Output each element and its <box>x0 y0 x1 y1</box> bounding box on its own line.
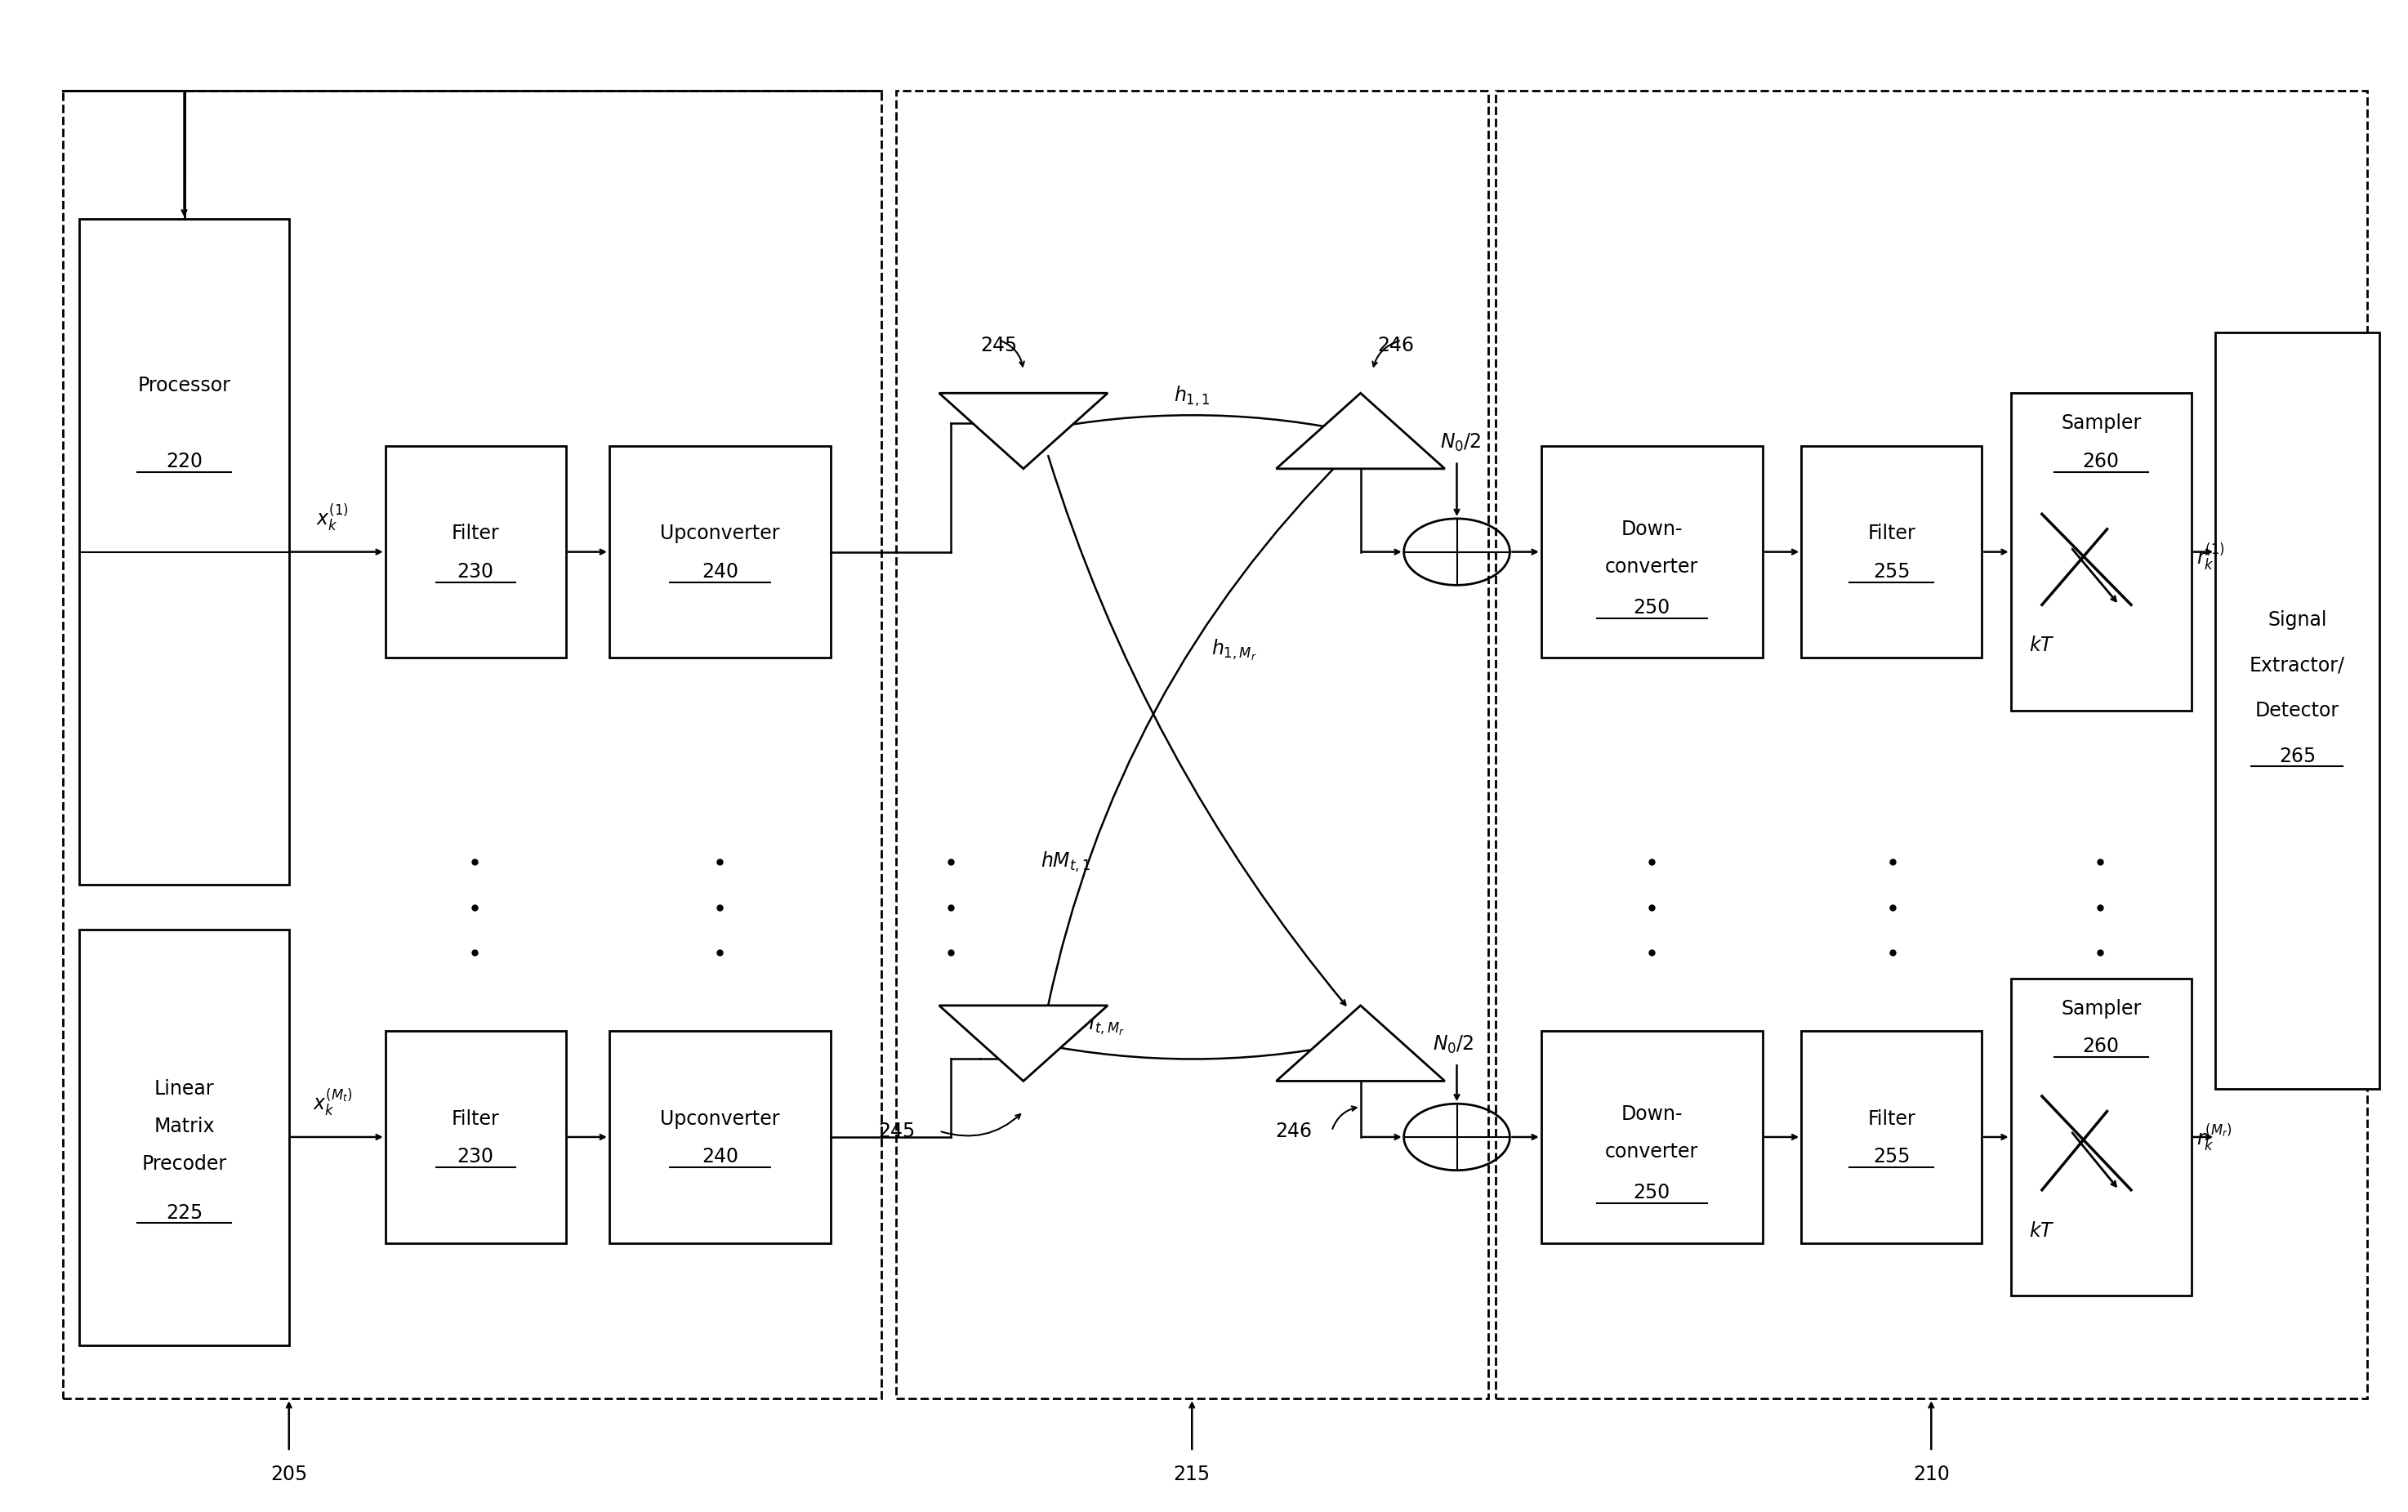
Text: 250: 250 <box>1633 1184 1671 1202</box>
Text: $hM_{t,1}$: $hM_{t,1}$ <box>1040 850 1091 874</box>
Text: Extractor/: Extractor/ <box>2249 656 2345 674</box>
Polygon shape <box>939 393 1108 469</box>
Text: $x_k^{(M_t)}$: $x_k^{(M_t)}$ <box>313 1087 352 1117</box>
Text: Upconverter: Upconverter <box>660 1110 780 1128</box>
Text: 255: 255 <box>1873 562 1910 581</box>
Text: Signal: Signal <box>2268 611 2326 629</box>
Polygon shape <box>939 1005 1108 1081</box>
Bar <box>896 91 1488 1399</box>
Bar <box>2011 393 2191 711</box>
Text: 205: 205 <box>270 1465 308 1483</box>
Text: Matrix: Matrix <box>154 1117 214 1136</box>
Text: 260: 260 <box>2083 452 2119 470</box>
Text: 230: 230 <box>458 1148 494 1166</box>
Text: Sampler: Sampler <box>2061 414 2141 432</box>
Bar <box>63 91 881 1399</box>
Text: 225: 225 <box>166 1204 202 1222</box>
Text: $hM_{t,M_r}$: $hM_{t,M_r}$ <box>1067 1013 1125 1037</box>
Text: Linear: Linear <box>154 1080 214 1098</box>
Text: $kT$: $kT$ <box>2030 637 2054 655</box>
Text: 230: 230 <box>458 562 494 581</box>
Text: 220: 220 <box>166 452 202 470</box>
Bar <box>1541 1031 1763 1243</box>
Text: Processor: Processor <box>137 376 231 395</box>
Text: 246: 246 <box>1377 336 1413 355</box>
Text: 240: 240 <box>701 562 739 581</box>
Text: $r_k^{(M_r)}$: $r_k^{(M_r)}$ <box>2196 1122 2232 1152</box>
Text: 250: 250 <box>1633 599 1671 617</box>
Bar <box>2215 333 2379 1089</box>
Text: $h_{1,1}$: $h_{1,1}$ <box>1173 384 1211 408</box>
Text: 246: 246 <box>1276 1122 1312 1142</box>
Text: Sampler: Sampler <box>2061 999 2141 1018</box>
Text: Filter: Filter <box>453 525 498 543</box>
Text: $h_{1,M_r}$: $h_{1,M_r}$ <box>1211 638 1257 662</box>
Text: $kT$: $kT$ <box>2030 1222 2054 1240</box>
Polygon shape <box>1276 1005 1445 1081</box>
Text: Filter: Filter <box>1869 1110 1914 1128</box>
Bar <box>2011 978 2191 1296</box>
Bar <box>609 446 831 658</box>
Text: Precoder: Precoder <box>142 1155 226 1173</box>
Bar <box>1801 446 1982 658</box>
Bar <box>385 1031 566 1243</box>
Bar <box>385 446 566 658</box>
Text: 245: 245 <box>879 1122 915 1142</box>
Text: Detector: Detector <box>2256 702 2338 720</box>
Text: 255: 255 <box>1873 1148 1910 1166</box>
Bar <box>1495 91 2367 1399</box>
Bar <box>1801 1031 1982 1243</box>
Bar <box>79 219 289 885</box>
Text: Filter: Filter <box>1869 525 1914 543</box>
Text: $r_k^{(1)}$: $r_k^{(1)}$ <box>2196 541 2225 572</box>
Text: 215: 215 <box>1173 1465 1211 1483</box>
Text: Down-: Down- <box>1621 520 1683 538</box>
Text: $N_0/2$: $N_0/2$ <box>1440 432 1481 454</box>
Text: converter: converter <box>1606 1143 1698 1161</box>
Text: Down-: Down- <box>1621 1105 1683 1123</box>
Text: Upconverter: Upconverter <box>660 525 780 543</box>
Text: 265: 265 <box>2278 747 2316 765</box>
Polygon shape <box>1276 393 1445 469</box>
Text: converter: converter <box>1606 558 1698 576</box>
Text: 210: 210 <box>1912 1465 1950 1483</box>
Bar <box>609 1031 831 1243</box>
Text: $x_k^{(1)}$: $x_k^{(1)}$ <box>315 502 349 532</box>
Bar <box>79 930 289 1346</box>
Text: 245: 245 <box>980 336 1016 355</box>
Text: $N_0/2$: $N_0/2$ <box>1433 1034 1474 1055</box>
Bar <box>1541 446 1763 658</box>
Text: Filter: Filter <box>453 1110 498 1128</box>
Text: 260: 260 <box>2083 1037 2119 1055</box>
Text: 240: 240 <box>701 1148 739 1166</box>
